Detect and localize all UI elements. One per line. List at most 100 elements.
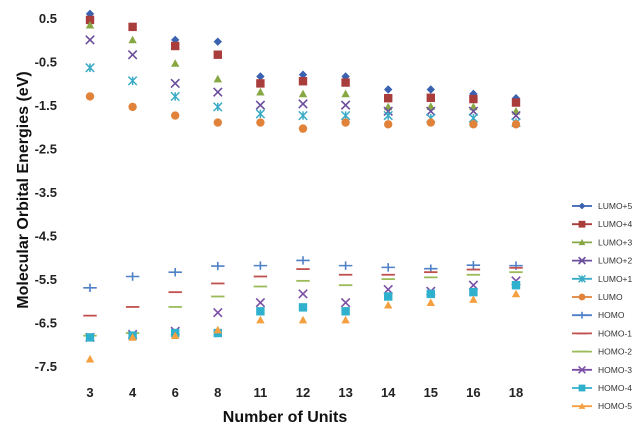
data-point: [341, 78, 350, 87]
data-point: [296, 256, 310, 265]
data-point: [426, 93, 435, 102]
data-point: [211, 261, 225, 271]
legend-marker: [578, 365, 586, 374]
data-point: [384, 120, 393, 129]
data-point: [384, 93, 393, 103]
data-point: [128, 22, 137, 32]
series-homo-4: [85, 280, 521, 342]
x-tick-label: 15: [424, 385, 438, 400]
data-point: [383, 110, 393, 121]
x-axis: 3 4 6 8 11 12 13 14 15 16 18: [86, 385, 523, 400]
legend-item: LUMO+5: [572, 201, 633, 211]
data-point: [298, 315, 308, 324]
y-axis: 0.5 -0.5 -1.5 -2.5 -3.5 -4.5 -5.5 -6.5 -7.5: [35, 11, 57, 374]
series-lumo-plus-2: [85, 35, 521, 121]
data-point: [213, 325, 222, 334]
data-point: [128, 35, 137, 44]
data-point: [426, 289, 435, 299]
x-tick-label: 8: [214, 385, 221, 400]
data-point: [256, 118, 265, 127]
legend-marker: [578, 220, 586, 228]
data-point: [338, 261, 353, 270]
legend-marker: [578, 202, 586, 210]
data-point: [171, 111, 180, 120]
legend-item: HOMO-5: [572, 401, 632, 411]
data-point: [298, 110, 308, 121]
data-point: [426, 102, 435, 110]
data-point: [213, 74, 222, 83]
legend-marker: [578, 256, 586, 265]
data-point: [381, 263, 395, 272]
data-point: [171, 331, 180, 340]
data-point: [256, 72, 265, 81]
legend-label: LUMO+2: [598, 256, 633, 266]
legend-item: HOMO-1: [572, 328, 632, 338]
data-point: [256, 87, 265, 96]
legend-item: LUMO+2: [572, 256, 633, 266]
data-point: [213, 50, 222, 59]
data-point: [384, 85, 393, 94]
data-point: [127, 49, 138, 60]
data-point: [511, 289, 521, 298]
legend-label: HOMO: [598, 310, 625, 320]
data-point: [125, 272, 140, 281]
data-point: [85, 92, 95, 101]
data-point: [256, 315, 265, 324]
legend-item: HOMO-4: [572, 383, 632, 393]
x-axis-title: Number of Units: [223, 409, 348, 426]
legend-label: HOMO-4: [598, 383, 632, 393]
data-point: [466, 260, 481, 270]
data-point: [340, 100, 351, 110]
data-point: [426, 118, 435, 127]
series-homo-5: [85, 289, 521, 363]
data-point: [298, 70, 308, 79]
data-point: [170, 91, 180, 102]
legend-label: HOMO-1: [598, 328, 632, 338]
data-point: [298, 124, 308, 133]
series-homo-1: [83, 266, 523, 317]
data-point: [298, 89, 308, 98]
data-point: [255, 100, 266, 110]
legend-marker: [578, 293, 586, 301]
data-point: [85, 15, 95, 25]
legend-label: LUMO+4: [598, 219, 633, 229]
data-point: [255, 109, 266, 119]
y-tick-label: -7.5: [35, 359, 57, 374]
y-tick-label: -6.5: [35, 315, 57, 330]
series-homo: [83, 256, 523, 293]
data-point: [256, 79, 265, 88]
data-point: [83, 283, 97, 293]
legend-item: HOMO: [572, 310, 625, 320]
y-tick-label: -5.5: [35, 272, 57, 287]
data-point: [469, 287, 478, 297]
x-tick-label: 16: [466, 385, 480, 400]
x-tick-label: 11: [254, 385, 268, 400]
legend-item: LUMO+3: [572, 237, 633, 247]
data-point: [341, 89, 350, 98]
data-point: [128, 333, 137, 341]
data-point: [426, 85, 435, 94]
data-point: [298, 77, 308, 86]
y-tick-label: -4.5: [35, 228, 57, 243]
data-point: [383, 106, 393, 117]
data-point: [426, 298, 435, 306]
plot-area: [83, 9, 523, 363]
data-point: [171, 59, 180, 67]
data-point: [426, 106, 436, 117]
data-point: [341, 315, 350, 324]
data-point: [256, 307, 265, 316]
data-point: [85, 35, 95, 45]
x-tick-label: 4: [129, 385, 137, 400]
data-point: [469, 295, 478, 303]
data-point: [213, 118, 222, 127]
data-point: [298, 289, 308, 299]
data-point: [511, 280, 521, 290]
legend-marker: [576, 311, 588, 319]
data-point: [85, 333, 95, 342]
data-point: [127, 76, 138, 86]
y-tick-label: -2.5: [35, 142, 57, 157]
x-tick-label: 6: [172, 385, 179, 400]
data-point: [168, 267, 182, 277]
data-point: [340, 297, 351, 308]
data-point: [341, 118, 350, 127]
